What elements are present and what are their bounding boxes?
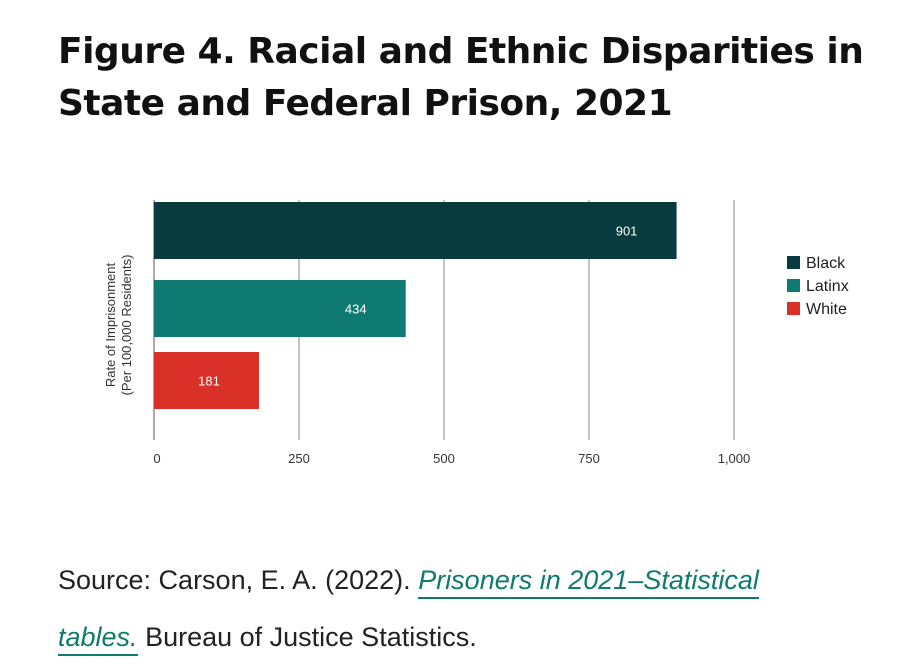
source-suffix: Bureau of Justice Statistics.	[137, 622, 477, 652]
bars: 901 434 181	[154, 202, 677, 409]
figure-title-line-1: Figure 4. Racial and Ethnic Disparities …	[58, 31, 864, 72]
figure-title: Figure 4. Racial and Ethnic Disparities …	[58, 26, 878, 130]
legend-swatch-black	[787, 256, 800, 269]
x-tick-label: 500	[433, 451, 455, 466]
legend-label-black: Black	[806, 255, 846, 272]
data-label-latinx: 434	[345, 302, 367, 317]
legend-swatch-white	[787, 302, 800, 315]
x-tick-label: 1,000	[718, 451, 751, 466]
x-tick-label: 750	[578, 451, 600, 466]
figure-title-line-2: State and Federal Prison, 2021	[58, 83, 673, 124]
source-prefix: Source: Carson, E. A. (2022).	[58, 565, 419, 595]
data-label-white: 181	[198, 374, 220, 389]
x-tick-label: 0	[153, 451, 160, 466]
legend-label-white: White	[806, 301, 847, 318]
y-axis-label-line-2: (Per 100,000 Residents)	[119, 255, 134, 396]
legend-label-latinx: Latinx	[806, 278, 849, 295]
bar-black	[154, 202, 677, 259]
source-link-part-1[interactable]: Prisoners in 2021–Statistical	[418, 565, 759, 599]
data-label-black: 901	[616, 224, 638, 239]
bar-latinx	[154, 280, 406, 337]
bar-white	[154, 352, 259, 409]
source-citation: Source: Carson, E. A. (2022). Prisoners …	[58, 552, 878, 666]
source-link-part-2[interactable]: tables.	[58, 622, 138, 656]
x-axis-ticks: 0 250 500 750 1,000	[153, 451, 750, 466]
x-tick-label: 250	[288, 451, 310, 466]
bar-chart: 901 434 181 0 250 500 750 1,000 Black Latinx Whi…	[103, 200, 849, 466]
y-axis-label-line-1: Rate of Imprisonment	[103, 262, 118, 387]
legend: Black Latinx White	[787, 255, 849, 318]
legend-swatch-latinx	[787, 279, 800, 292]
